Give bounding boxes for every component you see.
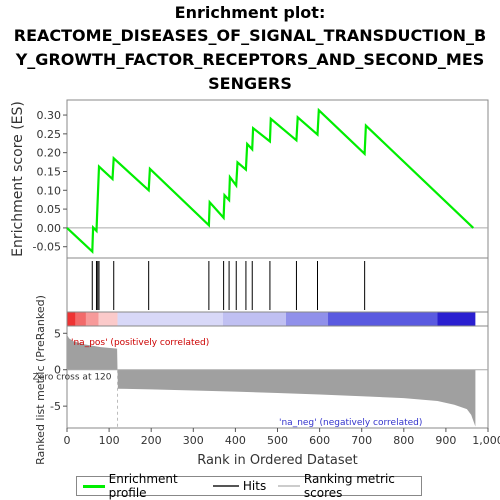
legend-swatch-profile [83, 484, 105, 488]
legend: Enrichment profile Hits Ranking metric s… [76, 472, 422, 500]
legend-swatch-ranking [278, 485, 300, 487]
es-ytick-label: 0.00 [37, 222, 62, 235]
xtick-label: 1,000 [472, 434, 500, 447]
xtick-label: 400 [225, 434, 246, 447]
rank-color-segment [98, 312, 118, 326]
legend-label-profile: Enrichment profile [108, 472, 178, 500]
legend-item-ranking-metric: Ranking metric scores [278, 472, 415, 500]
metric-ytick-label: 0 [54, 364, 61, 377]
xtick-label: 200 [141, 434, 162, 447]
legend-swatch-hits [212, 485, 239, 487]
rank-color-segment [67, 312, 76, 326]
xtick-label: 600 [309, 434, 330, 447]
legend-label-ranking: Ranking metric scores [303, 472, 395, 500]
es-ytick-label: 0.05 [37, 203, 62, 216]
rank-color-segment [328, 312, 438, 326]
xtick-label: 700 [351, 434, 372, 447]
enrichment-profile-line [66, 107, 475, 255]
neg-correlated-label: 'na_neg' (negatively correlated) [279, 418, 422, 428]
metric-y-axis-label: Ranked list metric (PreRanked) [34, 295, 47, 465]
es-y-axis-label: Enrichment score (ES) [10, 101, 26, 257]
xtick-label: 300 [183, 434, 204, 447]
hits-panel-frame [66, 257, 489, 313]
xtick-label: 100 [99, 434, 120, 447]
plot-title-line-4: SENGERS [208, 74, 292, 93]
x-axis-label: Rank in Ordered Dataset [197, 453, 358, 468]
legend-item-enrichment-profile: Enrichment profile [83, 472, 201, 500]
xtick-label: 500 [267, 434, 288, 447]
pos-correlated-label: 'na_pos' (positively correlated) [71, 338, 209, 348]
es-ytick-label: 0.15 [37, 165, 62, 178]
zero-cross-label: Zero cross at 120 [33, 373, 112, 383]
es-ytick-label: 0.25 [37, 128, 62, 141]
legend-item-hits: Hits [212, 479, 267, 493]
rank-color-segment [222, 312, 286, 326]
rank-color-segment [85, 312, 99, 326]
xtick-label: 800 [393, 434, 414, 447]
metric-ytick-label: -5 [50, 400, 61, 413]
plot-title-line-1: Enrichment plot: [174, 3, 326, 22]
es-ytick-label: -0.05 [33, 241, 61, 254]
metric-ytick-label: 5 [54, 327, 61, 340]
legend-label-hits: Hits [242, 479, 267, 493]
ranked-metric-area [67, 334, 476, 427]
es-ytick-label: 0.30 [37, 109, 62, 122]
rank-color-segment [285, 312, 329, 326]
rank-color-segment [117, 312, 223, 326]
xtick-label: 900 [435, 434, 456, 447]
xtick-label: 0 [64, 434, 71, 447]
es-ytick-label: 0.20 [37, 147, 62, 160]
rank-color-segment [437, 312, 476, 326]
es-ytick-label: 0.10 [37, 184, 62, 197]
plot-title-line-3: Y_GROWTH_FACTOR_RECEPTORS_AND_SECOND_MES [15, 50, 485, 69]
plot-title-line-2: REACTOME_DISEASES_OF_SIGNAL_TRANSDUCTION… [13, 26, 487, 45]
rank-color-segment [75, 312, 86, 326]
